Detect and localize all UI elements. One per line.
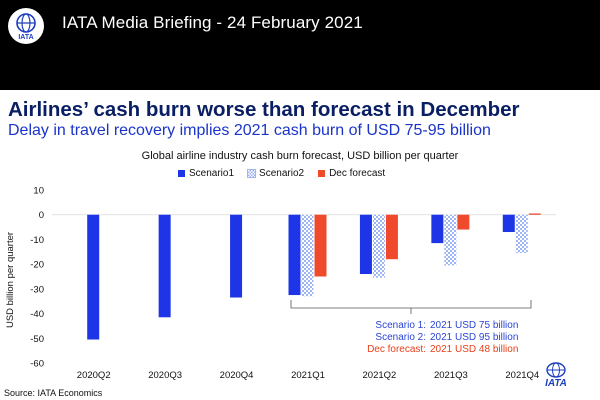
iata-logo-text: IATA xyxy=(545,378,567,388)
y-tick-label: -20 xyxy=(30,260,44,271)
y-axis-label: USD billion per quarter xyxy=(5,232,16,328)
y-tick-label: -30 xyxy=(30,284,44,295)
bar-scenario1-2020q2 xyxy=(87,214,100,340)
legend-label-scenario2: Scenario2 xyxy=(259,168,305,179)
y-tick-label: -40 xyxy=(30,309,44,320)
legend-swatch-dec-forecast xyxy=(318,170,326,177)
legend-item-scenario1: Scenario1 xyxy=(178,168,234,179)
bar-scenario2-2021q3 xyxy=(444,214,457,266)
legend-item-dec-forecast: Dec forecast xyxy=(318,168,385,179)
legend-label-dec-forecast: Dec forecast xyxy=(329,168,386,179)
iata-logo: IATA xyxy=(534,360,578,393)
bar-scenario1-2021q1 xyxy=(288,214,301,296)
annotation-scenario2: Scenario 2: 2021 USD 95 billion xyxy=(338,332,534,344)
bars xyxy=(87,213,541,340)
annotation-label: Scenario 2: xyxy=(375,332,426,343)
bar-scenario1-2021q2 xyxy=(359,214,372,275)
annotation-dec-forecast: Dec forecast: 2021 USD 48 billion xyxy=(338,344,534,356)
video-top-bar: IATA IATA Media Briefing - 24 February 2… xyxy=(0,0,600,90)
y-tick-label: -60 xyxy=(30,359,44,370)
x-tick-label: 2021Q4 xyxy=(505,370,539,381)
iata-globe-icon: IATA xyxy=(16,13,36,41)
x-tick-label: 2021Q1 xyxy=(291,370,325,381)
annotation-value: 2021 USD 48 billion xyxy=(430,344,519,355)
bar-scenario1-2021q4 xyxy=(502,214,515,233)
annotation-bracket xyxy=(290,300,532,314)
bar-dec-forecast-2021q4 xyxy=(528,213,541,215)
video-title[interactable]: IATA Media Briefing - 24 February 2021 xyxy=(62,13,363,32)
legend-item-scenario2: Scenario2 xyxy=(247,168,305,179)
annotation-label: Scenario 1: xyxy=(375,320,426,331)
legend-swatch-scenario2 xyxy=(247,169,257,178)
x-axis-labels: 2020Q2 2020Q3 2020Q4 2021Q1 2021Q2 2021Q3 2021… xyxy=(77,370,539,381)
bar-dec-forecast-2021q1 xyxy=(314,214,327,277)
chart-legend: Scenario1 Scenario2 Dec forecast xyxy=(178,168,385,179)
annotation-label: Dec forecast: xyxy=(367,344,426,355)
bar-scenario2-2021q2 xyxy=(372,214,385,278)
bar-scenario1-2021q3 xyxy=(431,214,444,244)
source-note: Source: IATA Economics xyxy=(4,388,103,398)
annotation-value: 2021 USD 95 billion xyxy=(430,332,519,343)
bar-scenario1-2020q3 xyxy=(158,214,171,318)
channel-logo-text: IATA xyxy=(18,34,33,41)
y-tick-label: 0 xyxy=(39,210,44,221)
bar-dec-forecast-2021q2 xyxy=(385,214,398,260)
iata-globe-icon: IATA xyxy=(545,362,567,389)
legend-swatch-scenario1 xyxy=(178,170,185,177)
x-tick-label: 2020Q3 xyxy=(148,370,182,381)
x-tick-label: 2021Q2 xyxy=(363,370,397,381)
bar-scenario2-2021q1 xyxy=(301,214,314,297)
bar-scenario1-2020q4 xyxy=(230,214,243,298)
annotation-scenario1: Scenario 1: 2021 USD 75 billion xyxy=(338,320,534,332)
x-tick-label: 2020Q4 xyxy=(220,370,254,381)
slide-subtitle: Delay in travel recovery implies 2021 ca… xyxy=(8,122,491,139)
slide-title: Airlines’ cash burn worse than forecast … xyxy=(8,98,520,121)
y-tick-label: -50 xyxy=(30,334,44,345)
x-tick-label: 2021Q3 xyxy=(434,370,468,381)
bar-scenario2-2021q4 xyxy=(515,214,528,254)
x-tick-label: 2020Q2 xyxy=(77,370,111,381)
legend-label-scenario1: Scenario1 xyxy=(189,168,235,179)
y-tick-label: 10 xyxy=(33,186,44,197)
annotation-box: Scenario 1: 2021 USD 75 billion Scenario… xyxy=(338,320,534,356)
bar-dec-forecast-2021q3 xyxy=(457,214,470,230)
y-tick-label: -10 xyxy=(30,235,44,246)
chart-title: Global airline industry cash burn foreca… xyxy=(141,150,459,162)
annotation-value: 2021 USD 75 billion xyxy=(430,320,519,331)
channel-logo[interactable]: IATA xyxy=(8,8,44,44)
